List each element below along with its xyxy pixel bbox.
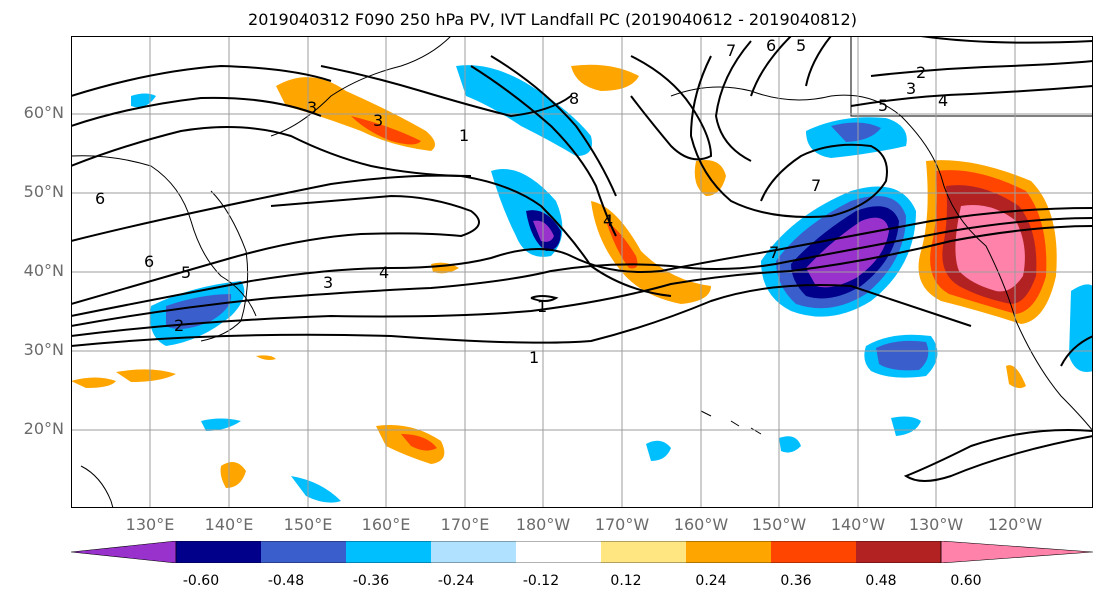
contour-label-6-sw: 6 [144, 252, 154, 271]
contour-label-6-top: 6 [766, 36, 776, 55]
colorbar-segment-8 [771, 541, 856, 563]
lon-label-150w: 150°W [751, 515, 807, 534]
lat-label-20: 20°N [23, 419, 64, 438]
contour-label-4-w: 4 [379, 263, 389, 282]
lon-label-170w: 170°W [594, 515, 650, 534]
contour-label-1-n: 1 [459, 126, 469, 145]
lon-label-140w: 140°W [830, 515, 886, 534]
contour-label-3-w: 3 [323, 273, 333, 292]
map-title: 2019040312 F090 250 hPa PV, IVT Landfall… [248, 10, 857, 29]
lat-label-50: 50°N [23, 182, 64, 201]
contour-label-2: 2 [916, 63, 926, 82]
lon-label-130w: 130°W [908, 515, 964, 534]
colorbar-tick-9: 0.48 [865, 573, 897, 589]
colorbar-extend-left [70, 540, 177, 564]
colorbar-tick-6: 0.12 [610, 573, 642, 589]
lon-label-120w: 120°W [987, 515, 1043, 534]
contour-label-1-mid: 1 [537, 297, 547, 316]
colorbar-segment-6 [601, 541, 686, 563]
colorbar-tick-3: -0.36 [352, 573, 390, 589]
lon-label-170e: 170°E [440, 515, 490, 534]
colorbar-segment-5 [516, 541, 601, 563]
lon-label-130e: 130°E [125, 515, 175, 534]
colorbar-segment-4 [431, 541, 516, 563]
colorbar-tick-7: 0.24 [695, 573, 727, 589]
map-panel: 3 3 1 8 7 6 5 2 3 4 5 7 7 4 6 6 5 4 3 2 … [71, 36, 1093, 508]
contour-label-3-ne: 3 [906, 79, 916, 98]
colorbar-segment-9 [856, 541, 941, 563]
contour-label-6-w: 6 [95, 189, 105, 208]
colorbar-tick-8: 0.36 [780, 573, 812, 589]
grid-lines [71, 36, 1093, 508]
contour-label-3-n: 3 [373, 111, 383, 130]
contour-label-7-top: 7 [726, 41, 736, 60]
colorbar-tick-5: -0.12 [522, 573, 560, 589]
pv-contours [71, 36, 1093, 482]
coastlines [71, 36, 1093, 508]
contour-label-2-sw: 2 [174, 316, 184, 335]
contour-label-7-mid: 7 [811, 176, 821, 195]
lat-label-60: 60°N [23, 103, 64, 122]
contour-label-4-ne: 4 [938, 91, 948, 110]
map-svg: 3 3 1 8 7 6 5 2 3 4 5 7 7 4 6 6 5 4 3 2 … [71, 36, 1093, 508]
colorbar-tick-2: -0.48 [267, 573, 305, 589]
contour-labels: 3 3 1 8 7 6 5 2 3 4 5 7 7 4 6 6 5 4 3 2 … [95, 36, 948, 367]
lon-label-160w: 160°W [673, 515, 729, 534]
lon-label-160e: 160°E [361, 515, 411, 534]
contour-label-3-nw: 3 [307, 98, 317, 117]
colorbar [70, 540, 1094, 564]
contour-label-8: 8 [569, 89, 579, 108]
colorbar-tick-10: 0.60 [950, 573, 982, 589]
contour-label-1-s: 1 [529, 348, 539, 367]
contour-label-4-mid: 4 [603, 211, 613, 230]
lon-label-180w: 180°W [515, 515, 571, 534]
colorbar-segment-7 [686, 541, 771, 563]
colorbar-segment-3 [346, 541, 431, 563]
colorbar-segment-2 [261, 541, 346, 563]
contour-label-5-ne: 5 [878, 96, 888, 115]
colorbar-tick-4: -0.24 [437, 573, 475, 589]
contour-label-5-top: 5 [796, 36, 806, 55]
lon-label-140e: 140°E [204, 515, 254, 534]
contour-label-7-low: 7 [769, 243, 779, 262]
contour-label-5-w: 5 [181, 263, 191, 282]
colorbar-segment-1 [176, 541, 261, 563]
lat-label-40: 40°N [23, 261, 64, 280]
colorbar-svg [70, 540, 1094, 564]
colorbar-extend-right [940, 540, 1094, 564]
colorbar-tick-1: -0.60 [182, 573, 220, 589]
lat-label-30: 30°N [23, 340, 64, 359]
lon-label-150e: 150°E [283, 515, 333, 534]
